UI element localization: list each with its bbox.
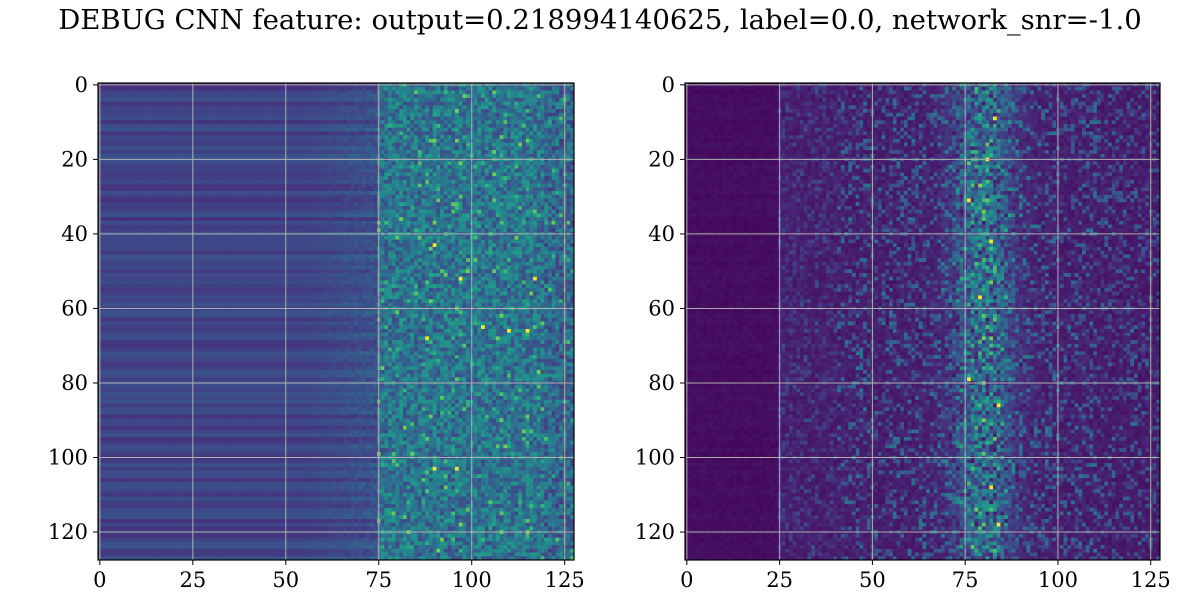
y-tick-label: 120 (48, 520, 88, 544)
y-tick-label: 80 (61, 371, 88, 395)
x-tick-label: 0 (680, 568, 693, 592)
x-tick-label: 0 (93, 568, 106, 592)
x-tick-label: 125 (545, 568, 585, 592)
y-tick-label: 120 (635, 520, 675, 544)
y-tick-label: 40 (61, 222, 88, 246)
y-tick-label: 0 (662, 73, 675, 97)
y-tick-label: 100 (635, 446, 675, 470)
x-tick-label: 75 (365, 568, 392, 592)
y-tick-label: 60 (648, 296, 675, 320)
heatmap-panel-right: 0 25 50 75 100 125 0 20 40 60 80 100 120 (635, 73, 1171, 592)
y-tick-label: 80 (648, 371, 675, 395)
x-tick-label: 125 (1131, 568, 1171, 592)
y-tick-label: 100 (48, 446, 88, 470)
x-tick-label: 50 (859, 568, 886, 592)
y-tick-label: 20 (61, 147, 88, 171)
x-tick-label: 100 (1038, 568, 1078, 592)
x-tick-label: 100 (452, 568, 492, 592)
heatmap-cells (98, 83, 574, 560)
x-tick-label: 50 (272, 568, 299, 592)
heatmap-cells (685, 83, 1160, 560)
y-tick-label: 60 (61, 296, 88, 320)
x-tick-label: 75 (952, 568, 979, 592)
y-tick-label: 0 (75, 73, 88, 97)
x-tick-label: 25 (766, 568, 793, 592)
heatmap-panel-left: 0 25 50 75 100 125 0 20 40 60 80 100 120 (48, 73, 585, 592)
x-tick-label: 25 (179, 568, 206, 592)
y-tick-label: 20 (648, 147, 675, 171)
y-tick-label: 40 (648, 222, 675, 246)
